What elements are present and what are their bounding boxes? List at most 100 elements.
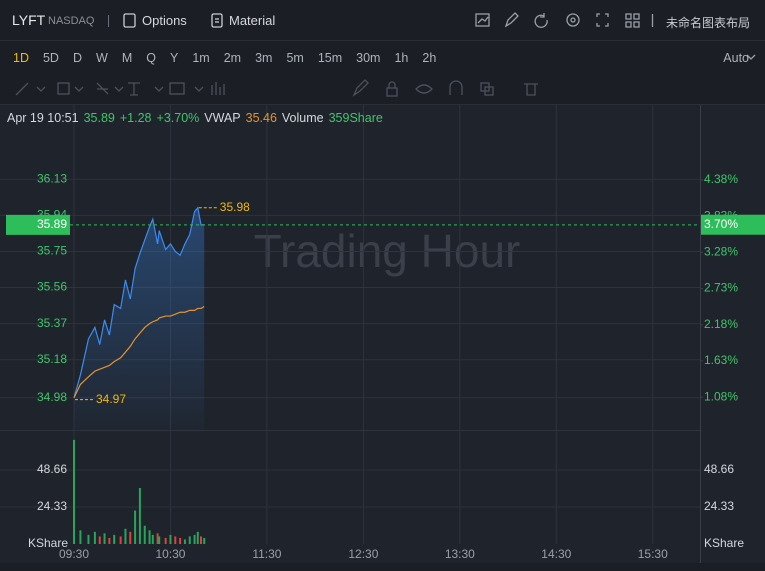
volume-tick-label: 48.66 bbox=[37, 462, 67, 476]
tool-line[interactable] bbox=[15, 82, 29, 96]
layout-icon bbox=[633, 21, 640, 28]
timeframe-button[interactable]: D bbox=[72, 51, 82, 65]
toolbar-background bbox=[0, 0, 765, 105]
timeframe-button[interactable]: 5D bbox=[42, 51, 59, 65]
tool-caret bbox=[114, 86, 124, 92]
volume-bar bbox=[183, 539, 186, 544]
volume-bar bbox=[98, 536, 101, 544]
draw-icon[interactable] bbox=[504, 12, 519, 28]
timeframe-button[interactable]: M bbox=[121, 51, 133, 65]
timeframe-button[interactable]: 30m bbox=[356, 51, 381, 65]
timeframe-button[interactable]: Q bbox=[146, 51, 156, 65]
volume-bar bbox=[124, 528, 127, 544]
info-bar: Apr 19 10:51 35.89 +1.28 +3.70% VWAP 35.… bbox=[7, 111, 383, 125]
menu-item[interactable]: Options bbox=[142, 13, 187, 28]
layout-icon bbox=[633, 13, 640, 20]
volume-bar bbox=[87, 534, 90, 544]
volume-bar bbox=[134, 510, 137, 544]
indicator-icon[interactable] bbox=[475, 13, 490, 27]
volume-bar bbox=[174, 536, 177, 544]
tool-magnet[interactable] bbox=[449, 80, 463, 95]
material-icon[interactable] bbox=[211, 13, 223, 28]
y-tick-label: 35.75 bbox=[37, 244, 67, 258]
tool-caret bbox=[194, 86, 204, 92]
timeframe-button[interactable]: Y bbox=[169, 51, 179, 65]
timeframe-button[interactable]: 1D bbox=[13, 51, 29, 65]
timeframe-bar: 1D 5D D W M Q Y 1m 2m 3m 5m 15m 30m 1h 2h bbox=[13, 51, 436, 65]
volume-unit: KShare bbox=[28, 536, 68, 550]
info-vwap: 35.46 bbox=[245, 111, 277, 125]
tool-rect[interactable] bbox=[57, 82, 70, 95]
tool-label[interactable] bbox=[169, 82, 185, 95]
volume-bar bbox=[200, 536, 203, 544]
volume-bar bbox=[156, 533, 159, 544]
tool-lock[interactable] bbox=[386, 87, 398, 97]
volume-bar bbox=[143, 525, 146, 544]
volume-bar bbox=[164, 537, 167, 544]
x-tick-label: 15:30 bbox=[638, 547, 668, 561]
header-icons bbox=[123, 13, 223, 28]
info-price: 35.89 bbox=[83, 111, 115, 125]
volume-bar bbox=[148, 530, 151, 544]
footer bbox=[0, 563, 765, 571]
tool-caret bbox=[154, 86, 164, 92]
last-pct-label: 3.70% bbox=[704, 217, 738, 231]
info-change-pct: +3.70% bbox=[156, 111, 200, 125]
tool-pen[interactable] bbox=[352, 79, 369, 97]
volume-bar bbox=[73, 439, 75, 544]
tool-fib[interactable] bbox=[96, 82, 109, 95]
reset-icon[interactable] bbox=[534, 13, 548, 28]
x-tick-label: 14:30 bbox=[541, 547, 571, 561]
volume-bar bbox=[93, 531, 96, 544]
volume-bar bbox=[193, 534, 196, 544]
settings-icon[interactable] bbox=[566, 13, 580, 27]
layout-icon bbox=[625, 21, 632, 28]
volume-bar bbox=[129, 531, 132, 544]
options-icon[interactable] bbox=[123, 13, 136, 28]
tool-text[interactable] bbox=[128, 82, 140, 96]
x-tick-label: 12:30 bbox=[348, 547, 378, 561]
tool-measure[interactable] bbox=[211, 82, 225, 95]
volume-bar bbox=[196, 531, 199, 544]
x-tick-label: 11:30 bbox=[252, 547, 281, 561]
last-price-box bbox=[6, 214, 70, 235]
x-tick-label: 10:30 bbox=[155, 547, 185, 561]
volume-bar bbox=[203, 537, 206, 544]
last-price-label: 35.89 bbox=[37, 217, 67, 231]
timeframe-button[interactable]: 2h bbox=[422, 51, 437, 65]
layout-icon[interactable] bbox=[625, 13, 632, 20]
drawing-tools bbox=[15, 79, 538, 97]
y2-tick-label: 1.08% bbox=[704, 389, 738, 403]
high-label: 35.98 bbox=[220, 200, 250, 214]
volume-tick-label: 24.33 bbox=[37, 499, 67, 513]
scale-mode[interactable]: Auto bbox=[723, 51, 749, 65]
exchange: NASDAQ bbox=[48, 15, 95, 27]
settings-icon-center bbox=[570, 17, 576, 23]
timeframe-button[interactable]: 3m bbox=[255, 51, 273, 65]
y-tick-label: 34.98 bbox=[37, 390, 67, 404]
volume-bar bbox=[108, 537, 111, 544]
info-change: +1.28 bbox=[119, 111, 152, 125]
menu-item[interactable]: Material bbox=[229, 13, 276, 28]
volume-bar bbox=[179, 537, 182, 544]
x-tick-label: 13:30 bbox=[445, 547, 475, 561]
timeframe-button[interactable]: 15m bbox=[317, 51, 343, 65]
tool-lock-arc bbox=[388, 81, 396, 88]
timeframe-button[interactable]: W bbox=[96, 51, 108, 65]
volume-bar bbox=[103, 533, 106, 544]
timeframe-button[interactable]: 5m bbox=[286, 51, 304, 65]
info-volume-label: Volume bbox=[281, 111, 324, 125]
last-pct-box bbox=[701, 214, 765, 235]
layout-name[interactable]: 未命名图表布局 bbox=[666, 16, 751, 30]
fullscreen-icon[interactable] bbox=[596, 13, 609, 27]
tool-caret bbox=[36, 86, 46, 92]
timeframe-button[interactable]: 1m bbox=[192, 51, 210, 65]
timeframe-button[interactable]: 1h bbox=[394, 51, 409, 65]
scale-caret[interactable] bbox=[746, 54, 756, 60]
tool-eye[interactable] bbox=[415, 84, 433, 94]
tool-caret bbox=[74, 86, 84, 92]
timeframe-button[interactable]: 2m bbox=[223, 51, 242, 65]
tool-delete[interactable] bbox=[524, 83, 538, 96]
volume-bar bbox=[119, 536, 122, 544]
